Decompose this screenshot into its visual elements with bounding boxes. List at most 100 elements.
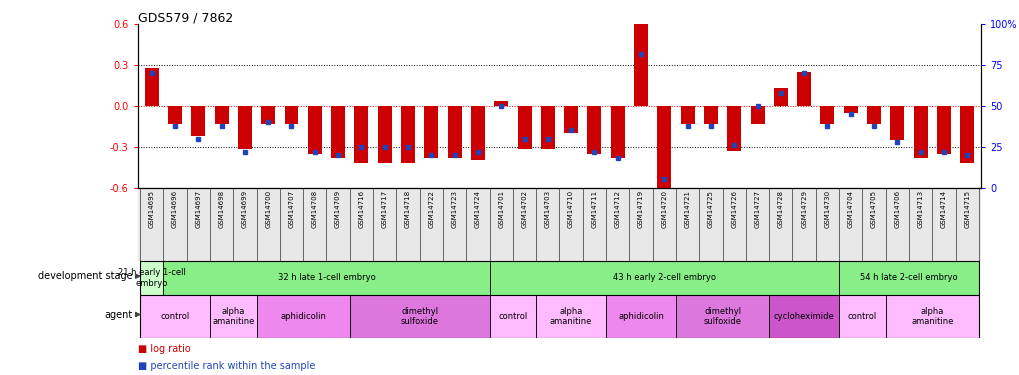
Bar xyxy=(610,106,624,158)
Text: GSM14718: GSM14718 xyxy=(405,190,411,228)
Text: GSM14702: GSM14702 xyxy=(521,190,527,228)
Text: GSM14726: GSM14726 xyxy=(731,190,737,228)
Bar xyxy=(489,295,536,338)
Bar xyxy=(284,106,299,124)
Text: GSM14724: GSM14724 xyxy=(475,190,480,228)
Text: alpha
amanitine: alpha amanitine xyxy=(212,307,254,326)
Text: GSM14721: GSM14721 xyxy=(684,190,690,228)
Bar xyxy=(261,106,275,124)
Bar xyxy=(424,106,438,158)
Text: GSM14699: GSM14699 xyxy=(242,190,248,228)
Text: GSM14700: GSM14700 xyxy=(265,190,271,228)
Text: ■ log ratio: ■ log ratio xyxy=(138,344,191,354)
Bar xyxy=(680,106,694,124)
Text: control: control xyxy=(497,312,527,321)
Text: GSM14703: GSM14703 xyxy=(544,190,550,228)
Text: dimethyl
sulfoxide: dimethyl sulfoxide xyxy=(400,307,438,326)
Text: 43 h early 2-cell embryo: 43 h early 2-cell embryo xyxy=(612,273,715,282)
Bar xyxy=(489,261,839,295)
Bar xyxy=(447,106,462,158)
Text: GSM14710: GSM14710 xyxy=(568,190,574,228)
Text: GSM14711: GSM14711 xyxy=(591,190,597,228)
Text: cycloheximide: cycloheximide xyxy=(773,312,834,321)
Text: GSM14729: GSM14729 xyxy=(800,190,806,228)
Bar xyxy=(192,106,205,136)
Text: aphidicolin: aphidicolin xyxy=(618,312,663,321)
Bar xyxy=(839,295,884,338)
Text: agent: agent xyxy=(104,309,132,320)
Text: GSM14695: GSM14695 xyxy=(149,190,155,228)
Bar xyxy=(163,261,489,295)
Text: alpha
amanitine: alpha amanitine xyxy=(910,307,953,326)
Bar xyxy=(634,24,647,106)
Text: GSM14730: GSM14730 xyxy=(823,190,829,228)
Bar xyxy=(676,295,768,338)
Text: dimethyl
sulfoxide: dimethyl sulfoxide xyxy=(703,307,741,326)
Text: GSM14720: GSM14720 xyxy=(660,190,666,228)
Text: 21 h early 1-cell
embryo: 21 h early 1-cell embryo xyxy=(117,268,185,288)
Text: GSM14714: GSM14714 xyxy=(941,190,946,228)
Bar xyxy=(145,68,159,106)
Bar xyxy=(773,88,787,106)
Bar xyxy=(331,106,344,158)
Bar xyxy=(400,106,415,163)
Bar xyxy=(214,106,228,124)
Bar xyxy=(168,106,181,124)
Bar xyxy=(703,106,717,124)
Bar xyxy=(354,106,368,163)
Bar xyxy=(890,106,904,140)
Text: GSM14706: GSM14706 xyxy=(894,190,900,228)
Bar xyxy=(377,106,391,163)
Bar xyxy=(237,106,252,149)
Bar xyxy=(839,261,978,295)
Text: GSM14697: GSM14697 xyxy=(195,190,201,228)
Text: alpha
amanitine: alpha amanitine xyxy=(549,307,592,326)
Text: GSM14715: GSM14715 xyxy=(963,190,969,228)
Text: GSM14716: GSM14716 xyxy=(358,190,364,228)
Bar xyxy=(350,295,489,338)
Bar xyxy=(257,295,350,338)
Bar xyxy=(471,106,484,160)
Text: GSM14705: GSM14705 xyxy=(870,190,876,228)
Text: ■ percentile rank within the sample: ■ percentile rank within the sample xyxy=(138,361,315,371)
Bar xyxy=(768,295,839,338)
Bar xyxy=(656,106,671,188)
Text: GSM14698: GSM14698 xyxy=(218,190,224,228)
Text: GSM14704: GSM14704 xyxy=(847,190,853,228)
Bar xyxy=(517,106,531,149)
Text: control: control xyxy=(847,312,876,321)
Bar xyxy=(866,106,880,124)
Text: GSM14713: GSM14713 xyxy=(917,190,923,228)
Text: GSM14707: GSM14707 xyxy=(288,190,294,228)
Bar xyxy=(540,106,554,149)
Bar xyxy=(140,261,163,295)
Bar xyxy=(536,295,605,338)
Text: GSM14722: GSM14722 xyxy=(428,190,434,228)
Bar xyxy=(308,106,321,153)
Bar xyxy=(564,106,578,133)
Text: GSM14701: GSM14701 xyxy=(497,190,503,228)
Text: GSM14725: GSM14725 xyxy=(707,190,713,228)
Text: GSM14727: GSM14727 xyxy=(754,190,760,228)
Text: GSM14728: GSM14728 xyxy=(777,190,783,228)
Text: 32 h late 1-cell embryo: 32 h late 1-cell embryo xyxy=(277,273,375,282)
Bar xyxy=(605,295,676,338)
Bar xyxy=(913,106,926,158)
Bar xyxy=(843,106,857,113)
Bar xyxy=(140,295,210,338)
Bar xyxy=(587,106,601,153)
Text: control: control xyxy=(160,312,190,321)
Text: GSM14717: GSM14717 xyxy=(381,190,387,228)
Text: GSM14712: GSM14712 xyxy=(614,190,621,228)
Text: aphidicolin: aphidicolin xyxy=(280,312,326,321)
Bar xyxy=(210,295,257,338)
Bar xyxy=(727,106,741,151)
Text: 54 h late 2-cell embryo: 54 h late 2-cell embryo xyxy=(859,273,957,282)
Text: GSM14709: GSM14709 xyxy=(335,190,340,228)
Text: GSM14719: GSM14719 xyxy=(638,190,643,228)
Text: development stage: development stage xyxy=(38,271,132,281)
Bar xyxy=(819,106,834,124)
Bar xyxy=(750,106,764,124)
Bar xyxy=(884,295,978,338)
Bar xyxy=(959,106,973,163)
